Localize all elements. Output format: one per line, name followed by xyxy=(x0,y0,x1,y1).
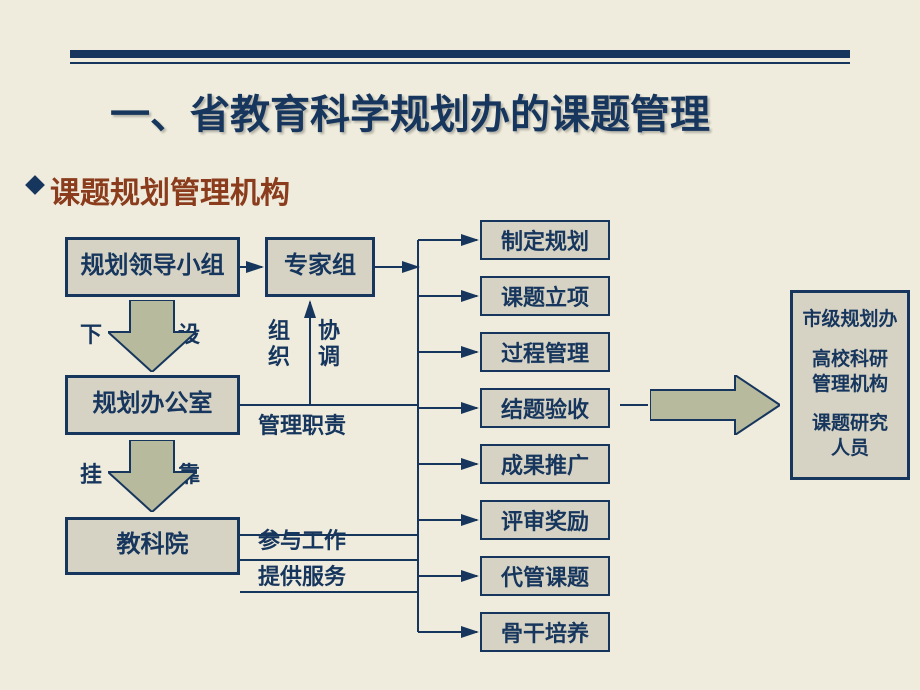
arrow-right-big xyxy=(650,375,780,435)
label-zuzhi: 组 织 xyxy=(268,318,290,371)
box-right-summary: 市级规划办 高校科研 管理机构 课题研究 人员 xyxy=(790,290,910,480)
box-leader-group: 规划领导小组 xyxy=(65,237,240,297)
right-line3: 课题研究 人员 xyxy=(812,412,888,461)
output-box-1: 课题立项 xyxy=(480,276,610,316)
arrow-down-2 xyxy=(108,440,196,512)
output-box-4: 成果推广 xyxy=(480,444,610,484)
output-box-5: 评审奖励 xyxy=(480,500,610,540)
label-guanlizhize: 管理职责 xyxy=(258,413,346,439)
output-box-7: 骨干培养 xyxy=(480,612,610,652)
bullet-icon xyxy=(25,175,45,195)
output-box-2: 过程管理 xyxy=(480,332,610,372)
label-xia: 下 xyxy=(80,322,102,348)
title-block: 一、省教育科学规划办的课题管理 xyxy=(70,50,850,140)
slide-subtitle: 课题规划管理机构 xyxy=(50,168,290,212)
right-line1: 市级规划办 xyxy=(802,308,897,333)
arrow-down-1 xyxy=(108,300,196,372)
output-box-0: 制定规划 xyxy=(480,220,610,260)
box-edu-institute: 教科院 xyxy=(65,517,240,575)
output-box-3: 结题验收 xyxy=(480,388,610,428)
right-line2: 高校科研 管理机构 xyxy=(812,348,888,397)
box-planning-office: 规划办公室 xyxy=(65,375,240,435)
label-gua: 挂 xyxy=(80,462,102,488)
label-canyugongzuo: 参与工作 xyxy=(258,528,346,554)
label-tigongfuwu: 提供服务 xyxy=(258,564,346,590)
slide-title: 一、省教育科学规划办的课题管理 xyxy=(70,64,850,140)
title-rule-thick xyxy=(70,50,850,58)
box-expert-group: 专家组 xyxy=(265,237,375,297)
label-xietiao: 协 调 xyxy=(318,318,340,371)
output-box-6: 代管课题 xyxy=(480,556,610,596)
